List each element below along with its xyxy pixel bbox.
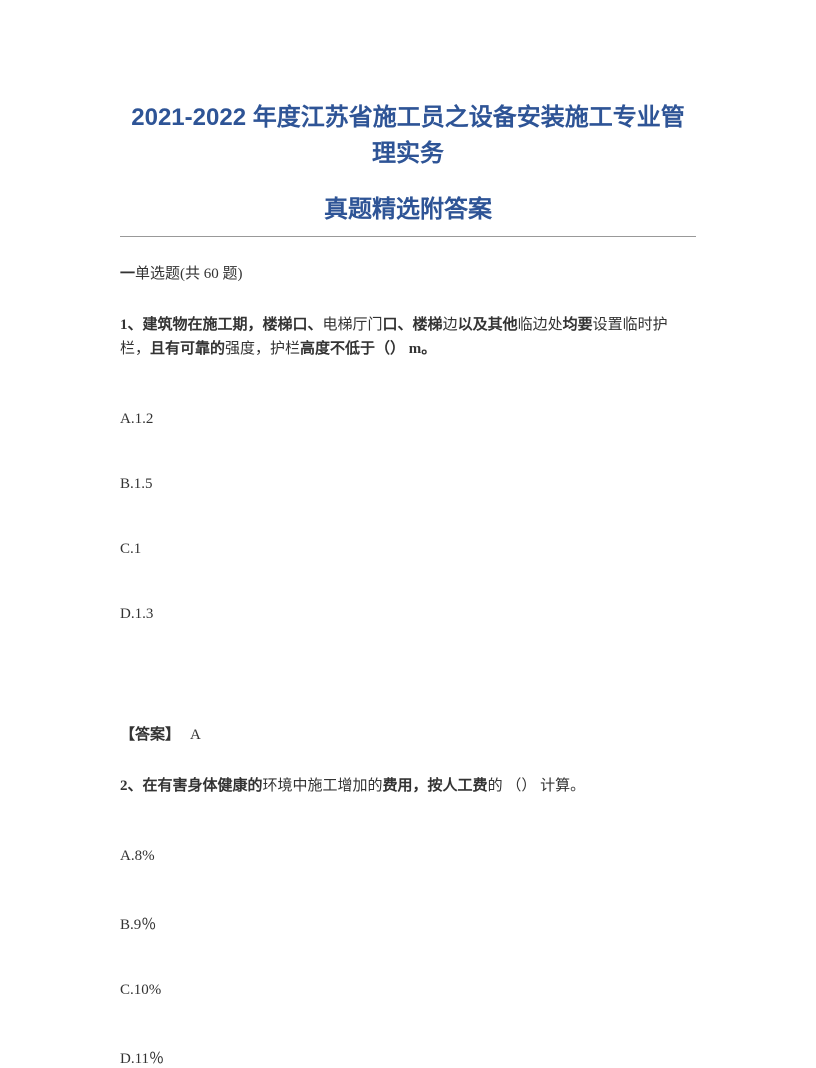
q2-p3: 费用，按人工费 xyxy=(383,778,488,794)
q1-p9: 且有可靠的 xyxy=(150,341,225,357)
q1-option-d: D.1.3 xyxy=(120,606,696,623)
q1-option-b: B.1.5 xyxy=(120,476,696,493)
q1-answer-block: 【答案】 A xyxy=(120,723,696,744)
q2-option-d: D.11％ xyxy=(120,1047,696,1068)
q1-p5: 以及其他 xyxy=(458,317,518,333)
q1-p7: 均要 xyxy=(563,317,593,333)
section-header: 一单选题(共 60 题) xyxy=(120,262,696,283)
q2-option-c: C.10% xyxy=(120,982,696,999)
q1-option-a: A.1.2 xyxy=(120,411,696,428)
question-1-text: 1、建筑物在施工期，楼梯口、电梯厅门口、楼梯边以及其他临边处均要设置临时护栏，且… xyxy=(120,313,696,361)
q1-p10: 强度，护栏 xyxy=(225,341,300,357)
title-divider xyxy=(120,236,696,237)
section-prefix: 一 xyxy=(120,266,135,282)
section-type: 单选题 xyxy=(135,266,180,282)
q1-answer-label: 【答案】 xyxy=(120,727,180,743)
q2-option-b: B.9％ xyxy=(120,913,696,934)
q2-p2: 环境中施工增加的 xyxy=(263,778,383,794)
q2-number: 2、 xyxy=(120,778,143,794)
document-title-line1: 2021-2022 年度江苏省施工员之设备安装施工专业管理实务 xyxy=(120,100,696,172)
question-2-text: 2、在有害身体健康的环境中施工增加的费用，按人工费的 （） 计算。 xyxy=(120,774,696,798)
document-title-line2: 真题精选附答案 xyxy=(120,192,696,228)
q1-option-c: C.1 xyxy=(120,541,696,558)
q1-p6: 临边处 xyxy=(518,317,563,333)
q1-number: 1、 xyxy=(120,317,143,333)
q2-p4: 的 （） 计算。 xyxy=(488,778,586,794)
q1-answer-value: A xyxy=(190,727,201,743)
q2-p1: 在有害身体健康的 xyxy=(143,778,263,794)
q1-p4: 边 xyxy=(443,317,458,333)
q1-p3: 口、楼梯 xyxy=(383,317,443,333)
q1-p1: 建筑物在施工期，楼梯口、 xyxy=(143,317,323,333)
section-count: (共 60 题) xyxy=(180,266,243,282)
q1-p11: 高度不低于（） m。 xyxy=(300,341,436,357)
q1-p2: 电梯厅门 xyxy=(323,317,383,333)
q2-option-a: A.8% xyxy=(120,848,696,865)
